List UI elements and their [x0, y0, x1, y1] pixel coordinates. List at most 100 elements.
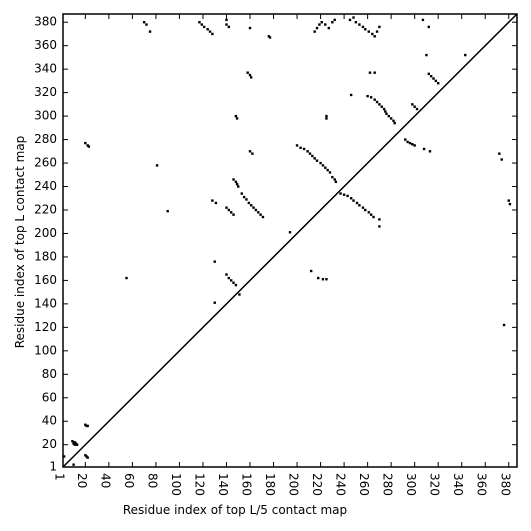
contact-point	[404, 138, 407, 141]
contact-point	[434, 79, 438, 83]
contact-point	[320, 21, 323, 24]
diagonal-line	[62, 13, 518, 468]
contact-point	[237, 185, 240, 188]
x-tick-label: 380	[498, 473, 512, 496]
contact-point	[232, 178, 235, 181]
contact-point	[315, 26, 319, 30]
x-tick-label: 180	[263, 473, 277, 496]
contact-point	[364, 208, 367, 212]
contact-point	[325, 117, 328, 120]
contact-point	[333, 178, 336, 181]
x-tick-label: 160	[240, 473, 254, 496]
y-tick-label: 340	[34, 62, 57, 76]
contact-point	[413, 144, 416, 147]
x-tick-label: 240	[334, 473, 348, 496]
contact-point	[325, 114, 328, 118]
contact-point	[411, 103, 414, 106]
contact-point	[366, 94, 369, 98]
contact-point	[249, 204, 253, 207]
contact-point	[214, 201, 218, 205]
contact-point	[331, 21, 334, 24]
contact-point	[408, 141, 412, 145]
contact-point	[369, 213, 373, 216]
contact-point	[428, 150, 432, 153]
contact-point	[234, 283, 238, 287]
contact-point	[369, 96, 373, 99]
contact-point	[232, 281, 235, 284]
contact-point	[361, 25, 365, 29]
contact-point	[248, 26, 252, 30]
contact-point	[333, 18, 336, 22]
contact-point	[259, 213, 262, 216]
contact-point	[86, 424, 89, 428]
contact-point	[86, 456, 89, 459]
contact-point	[325, 278, 328, 281]
contact-point	[227, 276, 231, 280]
contact-point	[326, 168, 329, 172]
x-tick-label: 320	[428, 473, 442, 496]
contact-point	[324, 23, 327, 26]
contact-point	[238, 293, 241, 296]
contact-point	[248, 150, 252, 153]
contact-point	[261, 215, 265, 219]
contact-point	[425, 53, 428, 57]
contact-point	[498, 152, 501, 155]
x-tick-label: 1	[53, 473, 67, 481]
contact-point	[354, 21, 358, 24]
contact-point	[75, 443, 79, 446]
x-tick-label: 220	[310, 473, 324, 496]
contact-point	[248, 73, 252, 77]
contact-point	[302, 147, 306, 151]
contact-point	[235, 182, 239, 186]
x-tick-label: 40	[98, 473, 112, 488]
y-tick-label: 220	[34, 202, 57, 216]
contact-point	[240, 192, 243, 195]
contact-point	[268, 36, 272, 39]
x-tick-label: 60	[122, 473, 136, 488]
contact-point	[229, 211, 233, 214]
contact-point	[355, 201, 359, 205]
x-tick-label: 200	[287, 473, 301, 496]
contact-point	[198, 21, 201, 24]
contact-point	[208, 30, 212, 33]
contact-point	[225, 273, 228, 276]
contact-point	[352, 16, 355, 19]
y-tick-label: 300	[34, 109, 57, 123]
contact-point	[309, 269, 313, 273]
contact-point	[415, 107, 419, 111]
contact-point	[349, 93, 353, 97]
contact-point	[361, 206, 365, 209]
contact-point	[378, 225, 381, 228]
y-tick-label: 140	[34, 296, 57, 310]
y-tick-label: 100	[34, 343, 57, 357]
contact-point	[378, 25, 381, 29]
contact-point	[72, 463, 75, 466]
contact-point	[242, 195, 246, 199]
contact-point	[62, 455, 66, 458]
contact-point	[234, 114, 238, 118]
contact-point	[372, 215, 375, 219]
contact-point	[229, 279, 233, 282]
contact-point	[387, 114, 390, 118]
contact-point	[299, 146, 302, 149]
contact-point	[257, 211, 260, 214]
x-tick-label: 260	[357, 473, 371, 496]
contact-point	[225, 23, 228, 26]
x-tick-label: 120	[192, 473, 206, 496]
contact-point	[315, 159, 319, 162]
contact-point	[413, 105, 416, 108]
contact-point	[382, 107, 386, 111]
contact-point	[427, 72, 430, 76]
contact-point	[245, 198, 248, 201]
x-tick-label: 100	[169, 473, 183, 496]
contact-point	[429, 74, 433, 78]
contact-point	[246, 71, 249, 74]
contact-point	[227, 208, 231, 212]
contact-point	[393, 121, 396, 125]
y-tick-label: 280	[34, 132, 57, 146]
contact-point	[225, 206, 228, 209]
contact-point	[367, 30, 371, 33]
x-tick-label: 20	[75, 473, 89, 488]
contact-point	[364, 28, 367, 31]
